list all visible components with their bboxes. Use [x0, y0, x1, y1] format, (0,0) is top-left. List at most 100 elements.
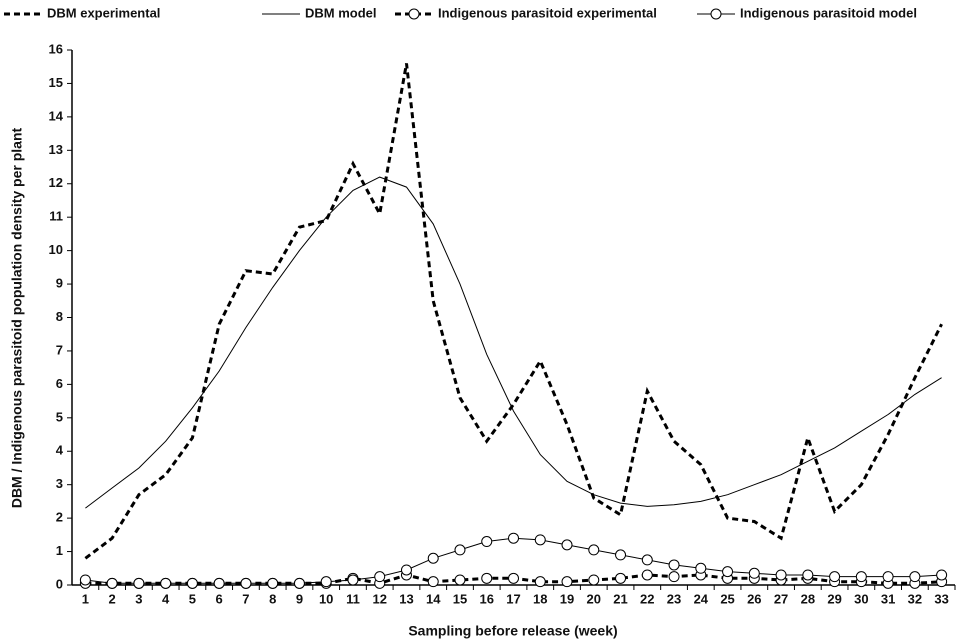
marker: [641, 554, 653, 566]
marker: [400, 564, 412, 576]
marker: [588, 574, 600, 586]
marker: [427, 576, 439, 588]
x-tick-label: 31: [881, 591, 895, 606]
x-tick-label: 4: [162, 591, 170, 606]
marker: [615, 549, 627, 561]
marker: [454, 544, 466, 556]
x-tick-label: 23: [667, 591, 681, 606]
marker: [534, 534, 546, 546]
legend-marker: [408, 8, 420, 20]
x-tick-label: 22: [640, 591, 654, 606]
marker: [106, 577, 118, 589]
marker: [561, 539, 573, 551]
marker: [615, 572, 627, 584]
x-tick-label: 27: [774, 591, 788, 606]
series-line: [85, 176, 942, 509]
x-tick-label: 21: [613, 591, 627, 606]
x-tick-label: 25: [720, 591, 734, 606]
x-tick-label: 16: [480, 591, 494, 606]
marker: [909, 571, 921, 583]
marker: [454, 574, 466, 586]
x-tick-label: 1: [82, 591, 89, 606]
marker: [855, 571, 867, 583]
y-tick-label: 2: [56, 510, 63, 525]
legend-label: DBM model: [305, 5, 377, 20]
x-tick-label: 28: [801, 591, 815, 606]
y-tick-label: 7: [56, 342, 63, 357]
marker: [240, 577, 252, 589]
y-tick-label: 5: [56, 409, 63, 424]
x-tick-label: 20: [587, 591, 601, 606]
x-tick-label: 29: [827, 591, 841, 606]
x-tick-label: 11: [346, 591, 360, 606]
x-tick-label: 10: [319, 591, 333, 606]
x-tick-label: 24: [694, 591, 709, 606]
x-tick-label: 15: [453, 591, 467, 606]
marker: [695, 562, 707, 574]
marker: [641, 569, 653, 581]
x-tick-label: 12: [372, 591, 386, 606]
x-tick-label: 26: [747, 591, 761, 606]
marker: [882, 571, 894, 583]
y-tick-label: 16: [49, 41, 63, 56]
marker: [481, 572, 493, 584]
y-tick-label: 3: [56, 476, 63, 491]
x-tick-label: 19: [560, 591, 574, 606]
marker: [320, 576, 332, 588]
x-tick-label: 33: [934, 591, 948, 606]
y-axis-title: DBM / Indigenous parasitoid population d…: [9, 127, 25, 508]
x-tick-label: 3: [135, 591, 142, 606]
y-tick-label: 10: [49, 242, 63, 257]
marker: [347, 574, 359, 586]
x-tick-label: 8: [269, 591, 276, 606]
legend-label: Indigenous parasitoid experimental: [438, 5, 657, 20]
y-tick-label: 13: [49, 142, 63, 157]
legend-marker: [710, 8, 722, 20]
legend-label: Indigenous parasitoid model: [740, 5, 917, 20]
series-line: [84, 63, 943, 560]
marker: [775, 569, 787, 581]
marker: [267, 577, 279, 589]
y-tick-label: 4: [56, 443, 64, 458]
marker: [508, 572, 519, 584]
marker: [374, 571, 386, 583]
x-tick-label: 32: [908, 591, 922, 606]
x-tick-label: 6: [216, 591, 223, 606]
marker: [802, 569, 814, 581]
marker: [561, 576, 573, 588]
marker: [668, 571, 680, 583]
x-tick-label: 2: [109, 591, 116, 606]
x-tick-label: 9: [296, 591, 303, 606]
marker: [79, 574, 91, 586]
marker: [133, 577, 145, 589]
marker: [936, 569, 948, 581]
marker: [748, 567, 760, 579]
marker: [508, 532, 519, 544]
y-tick-label: 8: [56, 309, 63, 324]
marker: [722, 566, 734, 578]
y-tick-label: 12: [49, 175, 63, 190]
marker: [160, 577, 172, 589]
marker: [213, 577, 225, 589]
marker: [186, 577, 198, 589]
legend-label: DBM experimental: [47, 5, 160, 20]
marker: [668, 559, 680, 571]
x-tick-label: 7: [242, 591, 249, 606]
marker: [534, 576, 546, 588]
marker: [588, 544, 600, 556]
x-tick-label: 14: [426, 591, 441, 606]
x-tick-label: 13: [399, 591, 413, 606]
x-tick-label: 30: [854, 591, 868, 606]
x-tick-label: 18: [533, 591, 547, 606]
x-tick-label: 17: [506, 591, 520, 606]
y-tick-label: 11: [49, 209, 63, 224]
marker: [829, 571, 841, 583]
y-tick-label: 1: [56, 543, 63, 558]
marker: [293, 577, 305, 589]
y-tick-label: 6: [56, 376, 63, 391]
marker: [427, 552, 439, 564]
y-tick-label: 9: [56, 276, 63, 291]
x-tick-label: 5: [189, 591, 196, 606]
